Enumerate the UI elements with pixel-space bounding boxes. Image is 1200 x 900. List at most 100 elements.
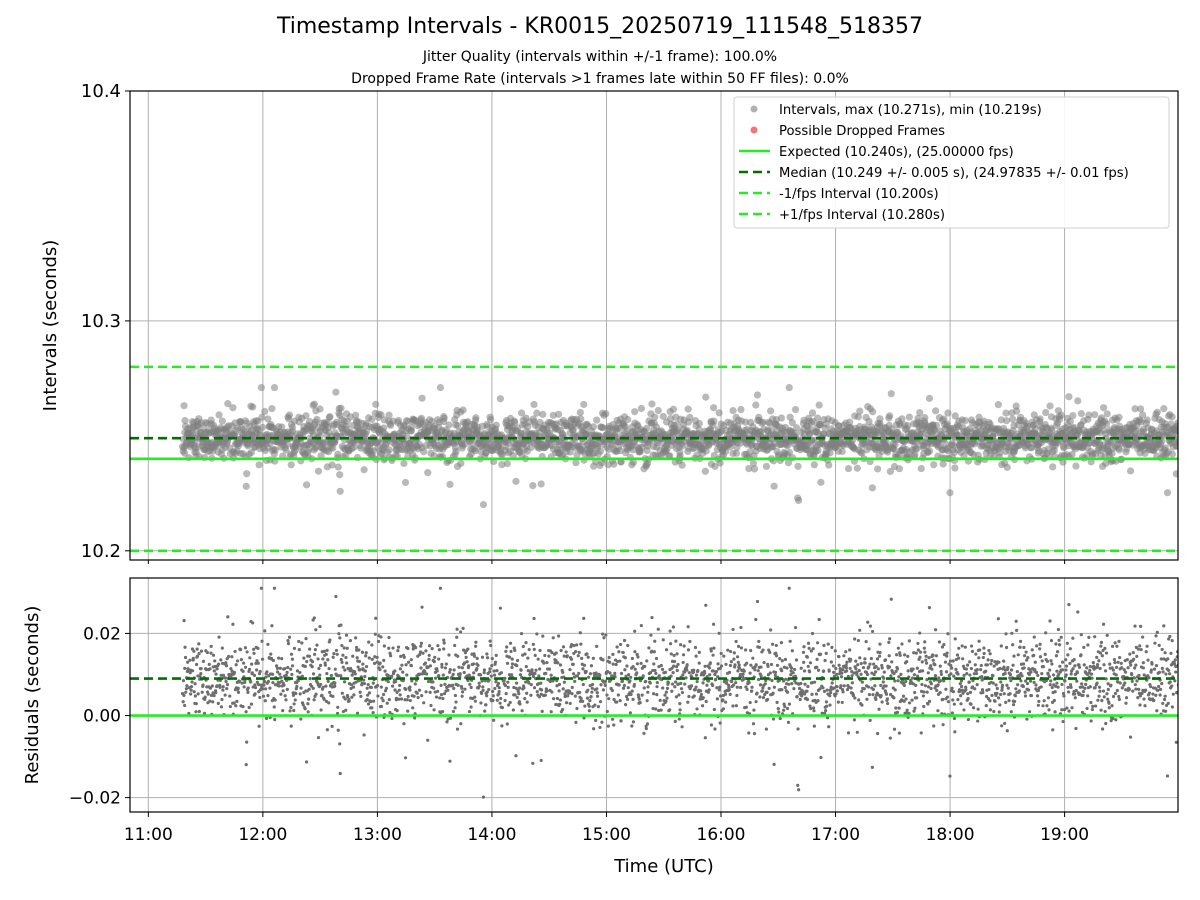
residual-point <box>907 701 912 705</box>
residual-point <box>319 708 323 712</box>
residual-point <box>300 641 304 645</box>
residual-point <box>782 665 786 669</box>
residual-point <box>719 651 723 656</box>
interval-point <box>643 424 651 432</box>
residual-point <box>427 657 431 661</box>
residual-point <box>657 674 661 678</box>
interval-point <box>580 400 588 409</box>
residual-point <box>734 704 739 708</box>
residual-point <box>359 694 363 698</box>
residual-point <box>558 663 563 667</box>
residual-point <box>696 669 700 673</box>
interval-point <box>445 421 453 429</box>
residual-point <box>318 673 322 677</box>
residual-point <box>801 650 806 654</box>
residual-point <box>649 633 653 637</box>
residual-point <box>674 695 679 699</box>
interval-point <box>659 412 667 421</box>
residual-point <box>887 665 892 669</box>
residual-point <box>587 704 591 708</box>
residual-point <box>946 632 950 636</box>
interval-point <box>268 404 276 413</box>
residual-point <box>925 678 929 682</box>
residual-point <box>404 687 408 691</box>
residual-point <box>805 697 810 702</box>
residual-point <box>519 668 523 672</box>
residual-point <box>745 661 749 665</box>
residual-point <box>829 660 833 664</box>
residual-point <box>605 709 609 714</box>
residual-point <box>355 711 360 715</box>
residual-point <box>430 647 434 651</box>
residual-point <box>217 635 221 639</box>
residual-point <box>545 689 549 693</box>
residual-point <box>601 688 606 692</box>
interval-point <box>666 452 674 460</box>
residual-point <box>295 684 299 689</box>
residual-point <box>199 672 203 676</box>
residual-point <box>632 682 637 687</box>
residual-point <box>570 685 574 690</box>
residual-point <box>242 685 246 689</box>
residual-point <box>786 720 791 724</box>
residual-point <box>787 682 791 686</box>
residual-point <box>582 616 586 620</box>
residual-point <box>532 647 536 651</box>
residual-point <box>880 663 884 668</box>
residual-point <box>362 681 367 686</box>
residual-point <box>625 697 630 701</box>
residual-point <box>520 709 524 713</box>
interval-point <box>951 412 959 420</box>
residual-point <box>365 697 369 702</box>
residual-point <box>898 653 902 657</box>
interval-point <box>876 419 884 428</box>
residual-point <box>936 709 940 713</box>
interval-point <box>1042 408 1050 417</box>
residual-point <box>333 667 337 671</box>
residual-point <box>472 671 476 675</box>
residual-point <box>664 690 669 694</box>
interval-point <box>430 452 438 460</box>
residual-point <box>579 696 583 701</box>
residual-point <box>651 706 655 711</box>
residual-point <box>682 644 686 648</box>
residual-point <box>628 679 632 683</box>
residual-point <box>244 763 248 767</box>
residual-point <box>366 702 371 706</box>
residual-point <box>197 652 201 656</box>
residual-point <box>622 638 627 643</box>
residual-point <box>344 655 348 660</box>
interval-point <box>785 383 793 392</box>
residual-point <box>285 687 289 691</box>
residual-point <box>364 654 368 658</box>
residual-point <box>442 647 446 651</box>
residual-point <box>192 690 196 694</box>
residual-point <box>610 688 614 693</box>
residual-point <box>543 693 547 697</box>
residual-point <box>808 704 812 708</box>
residual-point <box>315 643 319 647</box>
residual-point <box>369 699 373 704</box>
residual-point <box>672 653 676 658</box>
residual-point <box>482 668 487 672</box>
interval-point <box>1069 411 1077 420</box>
residual-point <box>304 760 309 764</box>
residual-point <box>313 648 317 652</box>
residual-point <box>826 642 830 646</box>
residual-point <box>483 679 487 683</box>
residual-point <box>669 674 673 678</box>
residual-point <box>948 659 953 663</box>
interval-point <box>913 445 921 453</box>
residual-point <box>529 682 533 687</box>
residual-point <box>686 700 690 704</box>
residual-point <box>432 708 436 712</box>
residual-point <box>451 672 455 677</box>
residual-point <box>395 690 399 694</box>
residual-point <box>638 700 642 705</box>
residual-point <box>390 684 395 688</box>
residual-point <box>367 656 371 660</box>
residual-point <box>230 655 234 659</box>
residual-point <box>809 649 813 653</box>
residual-point <box>403 698 407 702</box>
residual-point <box>575 674 580 678</box>
